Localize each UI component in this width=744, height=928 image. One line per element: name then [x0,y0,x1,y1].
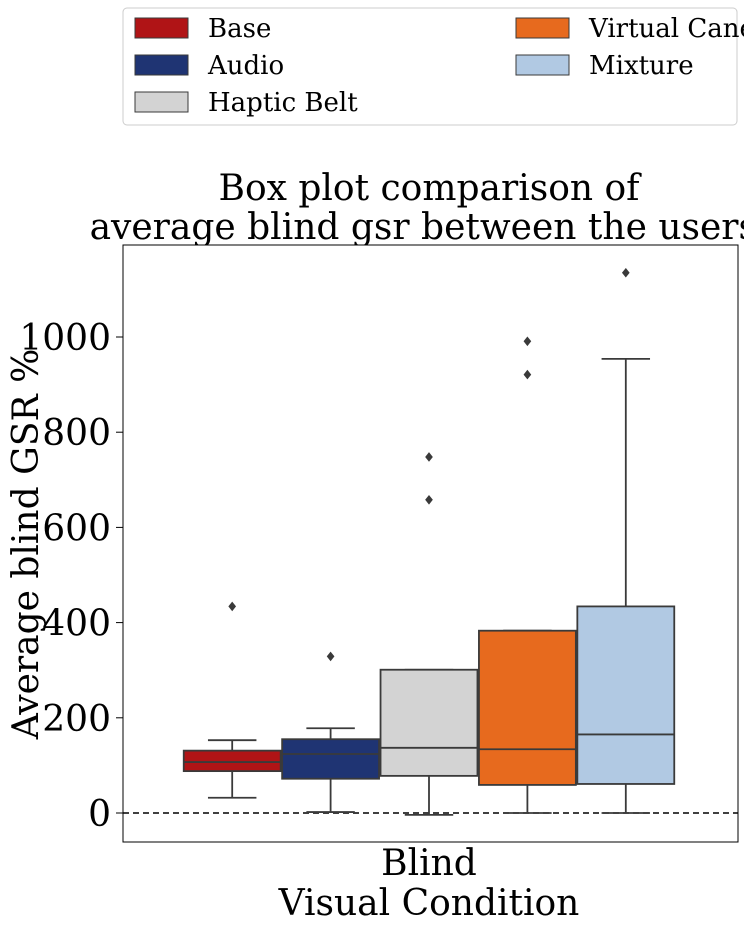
chart-title-line-1: Box plot comparison of [219,168,643,209]
y-axis: 0 200 400 600 800 1000 [19,318,123,835]
legend-label: Base [208,14,271,44]
legend-swatch [515,17,570,39]
box-base [182,601,282,799]
box-iqr [478,629,577,786]
y-tick-label: 600 [42,508,111,549]
outlier-point [621,267,630,278]
legend-swatch [134,17,189,39]
legend-item: Virtual Cane [515,14,744,44]
legend-swatch [515,54,570,76]
legend-frame [122,7,738,126]
x-axis-label: Visual Condition [278,883,580,924]
legend-item: Haptic Belt [134,88,358,118]
y-tick-label: 0 [88,794,111,835]
outlier-point [425,494,433,505]
box-audio [281,651,380,813]
outlier-point [228,601,237,612]
outlier-point [425,452,433,462]
y-tick-label: 1000 [19,318,111,359]
boxes [182,267,676,816]
legend-label: Haptic Belt [208,88,358,118]
legend-swatch [134,54,189,76]
legend-label: Audio [207,51,284,81]
box-haptic-belt [379,452,479,816]
outlier-point [523,336,532,347]
y-tick-label: 200 [42,699,111,740]
y-tick-label: 400 [42,604,111,645]
legend-swatch [134,91,189,113]
box-iqr [379,668,479,777]
y-axis-label: Average blind GSR % [6,349,47,741]
box-virtual-cane [478,336,577,814]
outlier-point [523,369,532,380]
legend-item: Audio [134,51,284,81]
box-iqr [182,749,282,773]
box-iqr [281,738,380,780]
legend-item: Mixture [515,51,694,81]
legend-label: Virtual Cane [588,14,744,44]
x-tick-label: Blind [381,843,477,884]
legend-label: Mixture [589,51,694,81]
box-mixture [576,267,676,814]
plot-area: 0 200 400 600 800 1000 [19,244,739,843]
box-iqr [576,605,676,785]
outlier-point [326,651,335,662]
legend-items: Base Audio Haptic Belt Virtual Cane Mixture [134,14,744,118]
legend-item: Base [134,14,271,44]
chart-title-line-2: average blind gsr between the users. [90,207,744,248]
legend: Base Audio Haptic Belt Virtual Cane Mixture [122,7,744,126]
y-tick-label: 800 [42,413,111,454]
